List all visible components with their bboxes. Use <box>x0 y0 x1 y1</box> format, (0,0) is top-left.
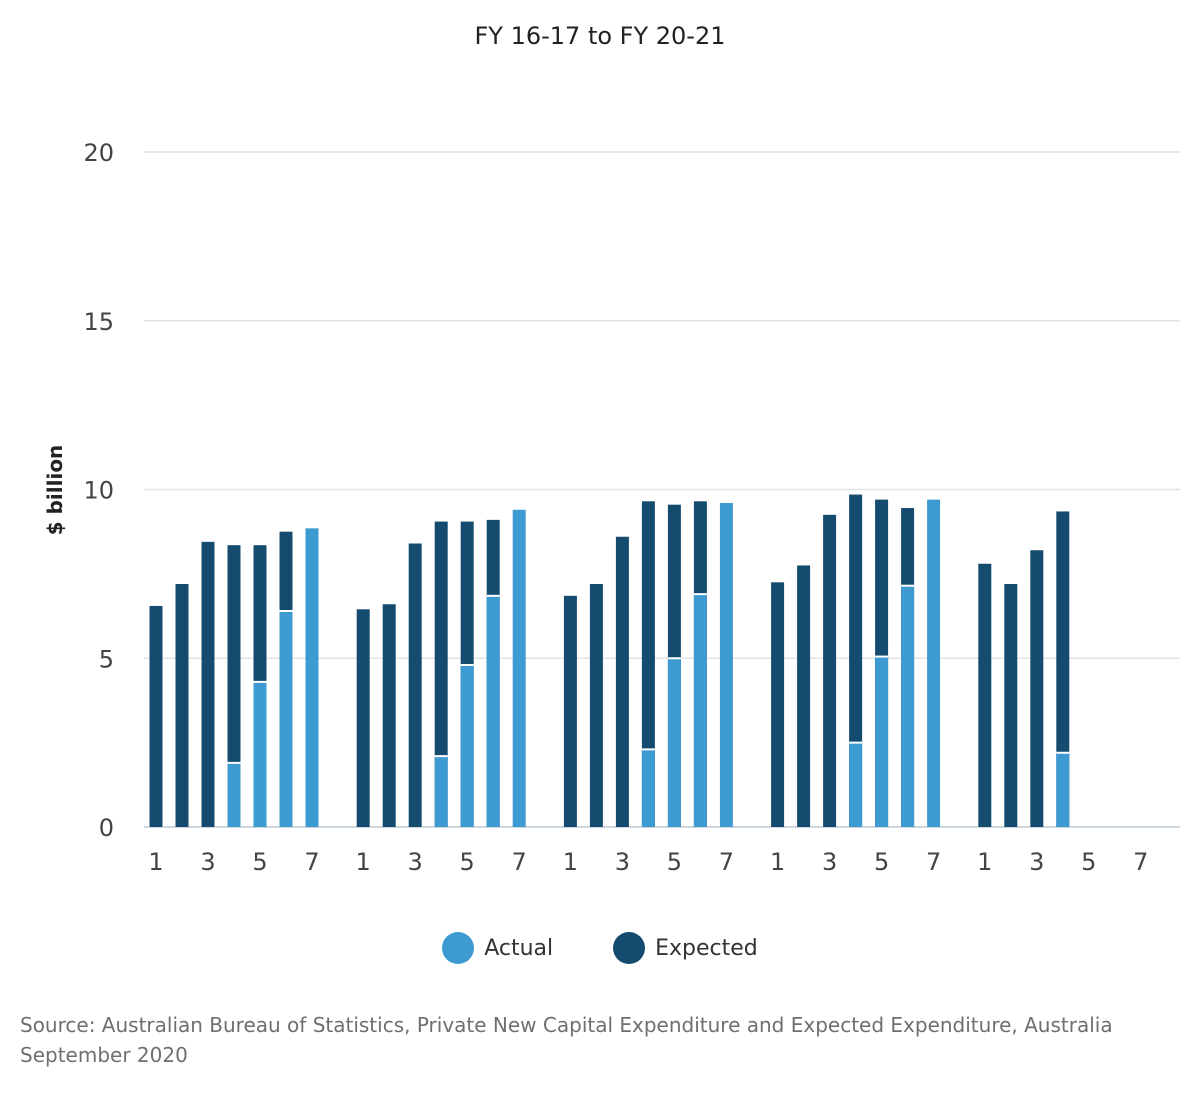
bar-actual[interactable] <box>641 749 655 827</box>
bar-actual[interactable] <box>253 681 267 827</box>
x-tick-label: 7 <box>926 848 941 876</box>
y-tick-label: 0 <box>99 814 114 842</box>
x-tick-label: 3 <box>1029 848 1044 876</box>
x-tick-label: 5 <box>252 848 267 876</box>
x-tick-label: 3 <box>408 848 423 876</box>
y-tick-label: 5 <box>99 645 114 673</box>
x-tick-label: 1 <box>977 848 992 876</box>
bar-actual[interactable] <box>279 611 293 827</box>
bar-expected[interactable] <box>434 521 448 827</box>
bar-actual[interactable] <box>927 499 941 827</box>
bar-actual[interactable] <box>667 658 681 827</box>
bar-actual[interactable] <box>486 595 500 827</box>
x-tick-label: 7 <box>719 848 734 876</box>
x-tick-label: 3 <box>200 848 215 876</box>
bars <box>149 494 1070 828</box>
bar-chart: 0 5 10 15 20 1 3 5 7 1 3 5 7 1 3 5 7 1 3 5 7 1 3 5 7 $ billion <box>43 139 1180 876</box>
bar-expected[interactable] <box>771 582 785 827</box>
y-tick-label: 15 <box>83 308 114 336</box>
bar-expected[interactable] <box>175 584 189 827</box>
bar-expected[interactable] <box>589 584 603 827</box>
bar-actual[interactable] <box>875 656 889 827</box>
y-axis-label: $ billion <box>43 445 67 536</box>
x-tick-label: 7 <box>1133 848 1148 876</box>
bar-expected[interactable] <box>1030 550 1044 827</box>
x-tick-label: 3 <box>822 848 837 876</box>
legend-label-expected: Expected <box>655 935 758 961</box>
bar-actual[interactable] <box>1056 752 1070 827</box>
bar-actual[interactable] <box>305 528 319 827</box>
bar-expected[interactable] <box>823 514 837 827</box>
y-tick-label: 20 <box>83 139 114 167</box>
x-tick-label: 5 <box>874 848 889 876</box>
bar-expected[interactable] <box>382 604 396 827</box>
x-tick-label: 1 <box>148 848 163 876</box>
x-tick-label: 7 <box>512 848 527 876</box>
x-tick-label: 5 <box>667 848 682 876</box>
x-tick-label: 1 <box>356 848 371 876</box>
bar-actual[interactable] <box>719 503 733 827</box>
x-tick-label: 7 <box>304 848 319 876</box>
y-tick-label: 10 <box>83 477 114 505</box>
source-note: Source: Australian Bureau of Statistics,… <box>20 1013 1113 1067</box>
legend-swatch-expected <box>613 932 646 964</box>
bar-actual[interactable] <box>460 665 474 827</box>
bar-expected[interactable] <box>615 536 629 827</box>
legend: Actual Expected <box>0 928 1200 968</box>
bar-expected[interactable] <box>563 595 577 827</box>
bar-expected[interactable] <box>1056 511 1070 827</box>
legend-item-expected[interactable]: Expected <box>613 932 758 964</box>
chart-title: FY 16-17 to FY 20-21 <box>474 22 726 50</box>
bar-actual[interactable] <box>849 742 863 827</box>
bar-actual[interactable] <box>227 762 241 827</box>
legend-swatch-actual <box>442 932 475 964</box>
legend-item-actual[interactable]: Actual <box>442 932 553 964</box>
bar-expected[interactable] <box>356 609 370 827</box>
x-tick-label: 5 <box>460 848 475 876</box>
bar-expected[interactable] <box>797 565 811 827</box>
bar-expected[interactable] <box>408 543 422 828</box>
x-tick-label: 1 <box>563 848 578 876</box>
gridlines <box>144 151 1180 659</box>
bar-actual[interactable] <box>901 585 915 827</box>
x-tick-label: 5 <box>1081 848 1096 876</box>
bar-actual[interactable] <box>693 594 707 827</box>
bar-expected[interactable] <box>641 501 655 827</box>
bar-expected[interactable] <box>227 545 241 827</box>
bar-expected[interactable] <box>201 541 215 827</box>
bar-expected[interactable] <box>978 563 992 827</box>
x-tick-label: 1 <box>770 848 785 876</box>
bar-actual[interactable] <box>512 509 526 827</box>
legend-label-actual: Actual <box>484 935 554 961</box>
x-tick-label: 3 <box>615 848 630 876</box>
bar-expected[interactable] <box>149 605 163 827</box>
bar-actual[interactable] <box>434 756 448 827</box>
bar-expected[interactable] <box>1004 584 1018 827</box>
